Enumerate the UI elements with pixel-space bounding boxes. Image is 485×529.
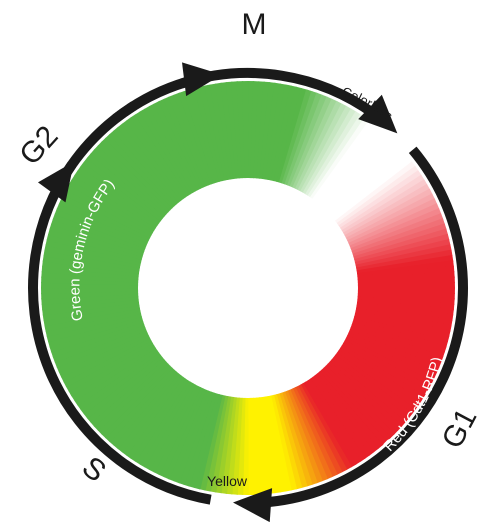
arc-g1 — [262, 146, 468, 508]
arrowhead-g1 — [233, 488, 273, 523]
arrowhead-s — [37, 161, 75, 203]
phase-label-g2: G2 — [13, 120, 64, 172]
ring-label-yellow: Yellow — [207, 473, 248, 489]
arrowhead-m — [358, 94, 398, 134]
phase-arrowheads — [37, 62, 398, 523]
arrowhead-g2 — [182, 62, 222, 97]
phase-label-g1: G1 — [436, 403, 484, 454]
arc-s — [28, 161, 212, 505]
phase-label-m: M — [242, 8, 267, 41]
